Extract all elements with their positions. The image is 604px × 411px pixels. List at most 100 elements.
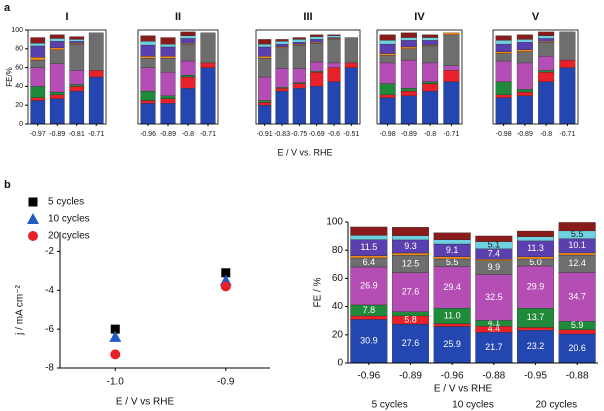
value-label: 5.5 [571, 229, 584, 239]
legend-label: 10 cycles [48, 214, 90, 225]
bar-segment [379, 62, 396, 84]
bar-segment [327, 67, 341, 82]
bar-segment [69, 41, 85, 44]
x-tick-label: -0.89 [49, 131, 65, 138]
bar-segment [433, 266, 471, 309]
x-tick-label: -0.8 [540, 131, 552, 138]
bar-segment [49, 94, 65, 99]
bar-segment [558, 272, 596, 322]
y-tick-label: -2 [45, 246, 54, 257]
bar-segment [350, 255, 388, 259]
bar-segment [422, 81, 439, 84]
x-axis-label: E / V vs RHE [116, 397, 175, 408]
bar-segment [258, 100, 272, 103]
bar-segment [379, 43, 396, 54]
bar-segment [292, 39, 306, 43]
bar-segment [69, 36, 85, 40]
bar-segment [292, 83, 306, 89]
bar-segment [400, 88, 417, 92]
value-label: 30.9 [360, 336, 378, 346]
bar-segment [516, 34, 533, 40]
bar-segment [49, 98, 65, 125]
value-label: 27.6 [402, 287, 420, 297]
bar-segment [327, 35, 341, 38]
y-tick-label: 40 [15, 83, 23, 90]
x-tick-label: -0.8 [424, 131, 436, 138]
bar-segment [495, 40, 512, 45]
bar-segment [538, 31, 555, 36]
y-tick-label: 100 [326, 217, 343, 228]
value-label: 13.7 [527, 312, 545, 322]
bar-segment [310, 34, 324, 37]
bar-segment [433, 256, 471, 260]
bar-segment [517, 230, 554, 237]
y-tick-label: 20 [332, 329, 344, 340]
panel-label: b [4, 179, 11, 191]
x-tick-label: -0.98 [496, 131, 512, 138]
bar-segment [538, 38, 555, 42]
bar-segment [559, 59, 576, 68]
value-label: 20.6 [568, 343, 586, 353]
y-tick-label: 0 [19, 121, 23, 128]
value-label: 10.1 [568, 240, 586, 250]
bar-segment [160, 46, 176, 57]
bar-segment [400, 90, 417, 96]
x-tick-label: -0.96 [140, 131, 156, 138]
bar-segment [30, 100, 46, 125]
bar-segment [350, 226, 388, 236]
bar-segment [379, 40, 396, 45]
value-label: 12.5 [402, 258, 420, 268]
bar-segment [559, 67, 576, 125]
bar-segment [558, 333, 596, 364]
x-tick-label: -0.71 [443, 131, 459, 138]
bar-segment [558, 329, 596, 335]
bar-segment [400, 95, 417, 125]
bar-segment [140, 58, 156, 68]
x-tick-label: -0.69 [309, 131, 325, 138]
bar-segment [517, 256, 554, 260]
bar-segment [538, 56, 555, 71]
y-axis-label: FE/% [5, 67, 14, 87]
data-point [220, 281, 231, 292]
bar-segment [258, 43, 272, 48]
bar-segment [258, 105, 272, 125]
y-axis-label: FE / % [313, 277, 324, 307]
bar-segment [433, 326, 471, 364]
bar-segment [69, 84, 85, 87]
bar-segment [160, 95, 176, 99]
bar-segment [140, 56, 156, 59]
y-tick-label: 80 [332, 245, 344, 256]
x-tick-label: -0.88 [482, 371, 505, 382]
bar-segment [275, 90, 289, 125]
y-tick-label: 100 [11, 27, 23, 34]
panel-label: a [4, 2, 11, 14]
x-tick-label: -0.89 [401, 131, 417, 138]
bar-segment [30, 57, 46, 61]
bar-segment [475, 259, 513, 261]
bar-segment [49, 47, 65, 50]
x-tick-label: -0.71 [200, 131, 216, 138]
bar-segment [517, 327, 554, 331]
bar-segment [180, 60, 196, 76]
bar-segment [400, 46, 417, 49]
bar-segment [310, 61, 324, 72]
bar-segment [422, 40, 439, 46]
bar-segment [559, 31, 576, 61]
bar-segment [180, 35, 196, 39]
value-label: 34.7 [568, 291, 586, 301]
x-tick-label: -0.96 [357, 371, 380, 382]
bar-segment [495, 43, 512, 52]
x-tick-label: -0.89 [160, 131, 176, 138]
bar-segment [433, 232, 471, 240]
group-label: 20 cycles [535, 400, 577, 411]
bar-segment [140, 35, 156, 42]
bar-segment [160, 43, 176, 48]
bar-segment [49, 38, 65, 42]
value-label: 5.9 [571, 320, 584, 330]
bar-segment [49, 34, 65, 39]
x-tick-label: -0.91 [257, 131, 273, 138]
x-tick-label: -0.95 [524, 371, 547, 382]
x-tick-label: -0.71 [88, 131, 104, 138]
y-axis-label: j / mA cm⁻² [15, 284, 26, 335]
